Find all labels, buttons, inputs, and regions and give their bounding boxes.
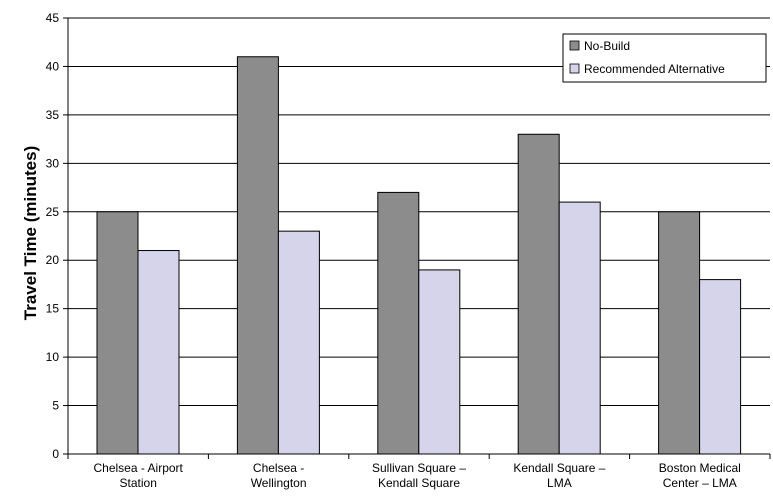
y-tick-label: 15 (46, 302, 60, 316)
x-category-label-line: Boston Medical (659, 461, 741, 475)
bar-recommended-1 (277, 230, 320, 455)
x-category-label-line: Chelsea - (253, 461, 304, 475)
bar-recommended-4 (699, 279, 742, 455)
y-tick-label: 5 (52, 399, 59, 413)
bars (96, 56, 742, 455)
y-tick-label: 45 (46, 11, 60, 25)
x-category-label-line: Center – LMA (663, 476, 737, 490)
bar-no-build-2 (377, 191, 420, 455)
bar-no-build-3 (517, 133, 560, 455)
y-tick-label: 20 (46, 253, 60, 267)
legend-label-recommended: Recommended Alternative (584, 62, 725, 76)
legend-swatch-recommended (569, 63, 580, 74)
x-category-label-line: Kendall Square – (513, 461, 605, 475)
legend-label-no-build: No-Build (584, 39, 630, 53)
y-tick-label: 30 (46, 156, 60, 170)
legend-box (562, 33, 767, 83)
legend: No-Build Recommended Alternative (562, 33, 767, 83)
y-axis-label: Travel Time (minutes) (21, 146, 40, 320)
x-category-label-line: LMA (547, 476, 572, 490)
x-category-label: Chelsea - Airport Station (94, 461, 184, 490)
y-tick-label: 40 (46, 59, 60, 73)
y-tick-labels: 0 5 10 15 20 25 30 35 40 45 (46, 11, 60, 461)
x-category-label-line: Kendall Square (378, 476, 460, 490)
bar-recommended-0 (137, 250, 180, 455)
x-category-labels: Chelsea - Airport Station Chelsea -Welling… (94, 461, 741, 490)
x-category-label-line: Sullivan Square – (372, 461, 466, 475)
bar-recommended-3 (558, 201, 601, 455)
x-category-label-line: Wellington (251, 476, 307, 490)
bar-no-build-4 (658, 211, 701, 455)
y-tick-label: 10 (46, 350, 60, 364)
x-category-label-line: Chelsea - Airport (94, 461, 184, 475)
x-category-label: Chelsea -Wellington (251, 461, 307, 490)
y-tick-label: 0 (52, 447, 59, 461)
y-tick-label: 25 (46, 205, 60, 219)
axes (63, 17, 771, 459)
x-category-label: Boston Medical Center – LMA (659, 461, 741, 490)
bar-no-build-0 (96, 211, 139, 455)
x-category-label: Sullivan Square – Kendall Square (372, 461, 466, 490)
bar-recommended-2 (418, 269, 461, 455)
legend-swatch-no-build (569, 40, 580, 51)
bar-no-build-1 (236, 56, 279, 455)
x-category-label-line: Station (120, 476, 157, 490)
x-category-label: Kendall Square – LMA (513, 461, 605, 490)
y-tick-label: 35 (46, 108, 60, 122)
